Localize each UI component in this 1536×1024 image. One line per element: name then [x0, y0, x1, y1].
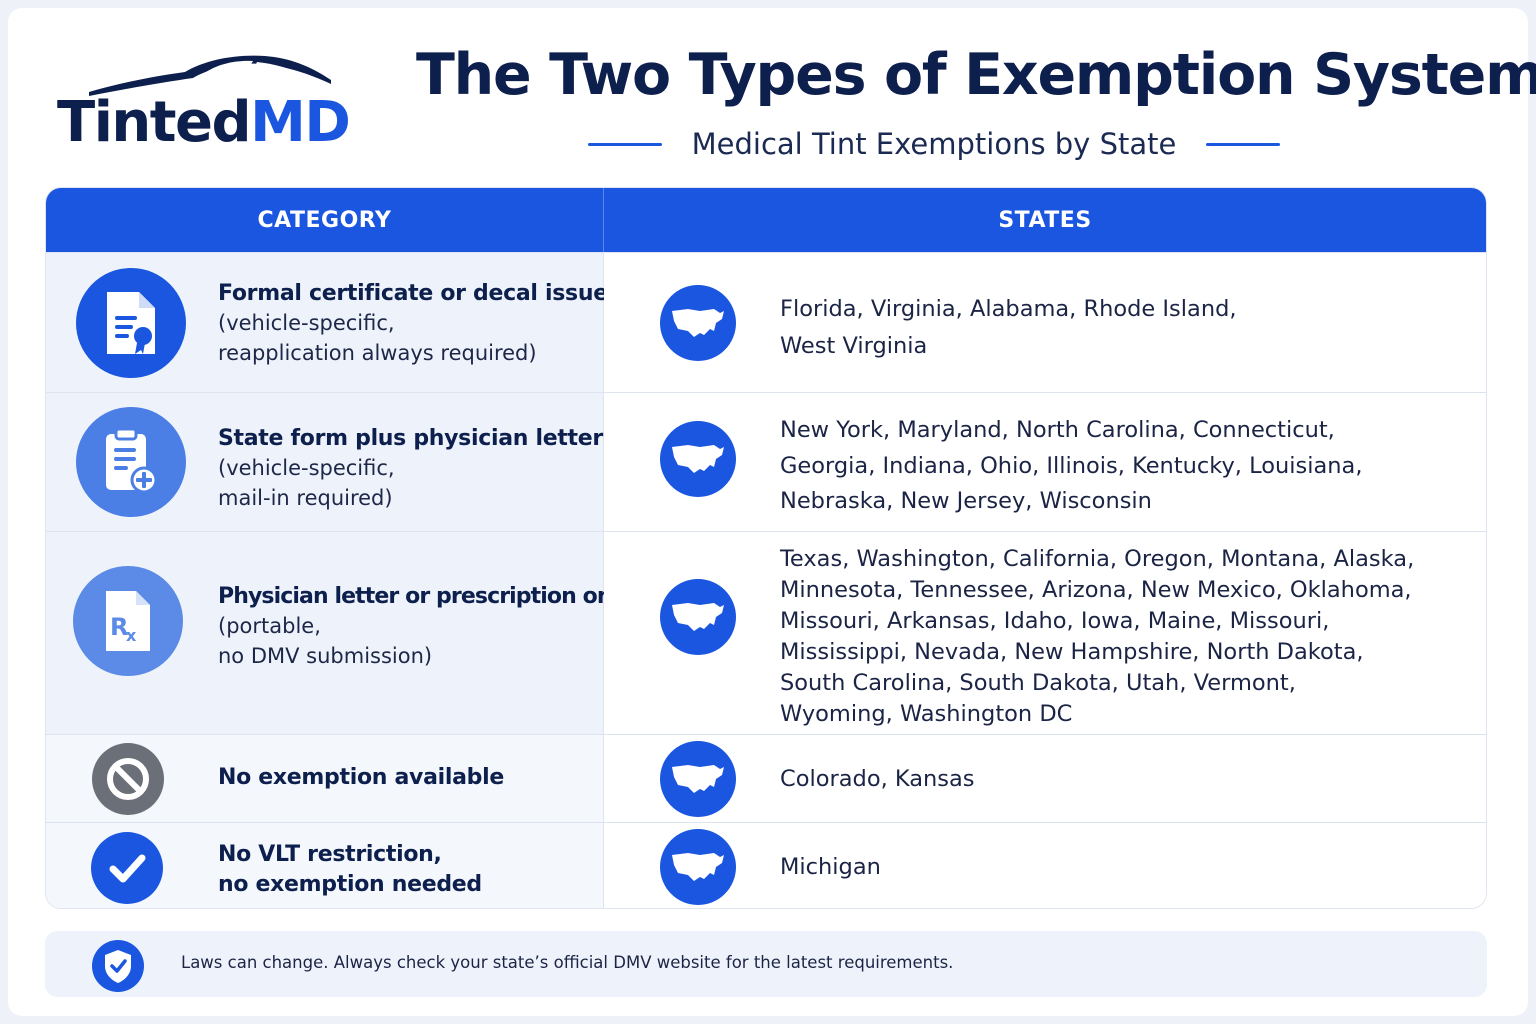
states-line: Missouri, Arkansas, Idaho, Iowa, Maine, … [780, 608, 1330, 634]
us-map-icon [660, 421, 736, 497]
states-list: Colorado, Kansas [780, 763, 1420, 795]
states-line: South Carolina, South Dakota, Utah, Verm… [780, 670, 1296, 696]
table-row: Formal certificate or decal issued (vehi… [46, 252, 1486, 392]
category-sub-line: (vehicle-specific, [218, 311, 395, 335]
category-title: Formal certificate or decal issued [218, 281, 624, 306]
states-line: Minnesota, Tennessee, Arizona, New Mexic… [780, 577, 1412, 603]
disclaimer-banner: Laws can change. Always check your state… [45, 931, 1487, 997]
states-line: Florida, Virginia, Alabama, Rhode Island… [780, 296, 1237, 322]
svg-text:R: R [110, 613, 128, 641]
category-cell: No exemption available [46, 735, 604, 822]
states-line: Texas, Washington, California, Oregon, M… [780, 546, 1415, 572]
page-title: The Two Types of Exemption Systems [416, 42, 1536, 108]
category-sub-line: (portable, [218, 614, 321, 638]
category-cell: R x Physician letter or prescription onl… [46, 532, 633, 734]
states-cell: Texas, Washington, California, Oregon, M… [604, 532, 1486, 734]
category-cell: Formal certificate or decal issued (vehi… [46, 253, 624, 392]
category-sub-line: no DMV submission) [218, 644, 433, 668]
category-title: No VLT restriction, [218, 842, 442, 867]
shield-check-icon [92, 940, 144, 992]
states-cell: Michigan [604, 823, 1486, 908]
category-text: No exemption available [218, 765, 598, 790]
logo-part-md: MD [250, 90, 351, 155]
category-text: State form plus physician letter (vehicl… [218, 426, 603, 513]
category-cell: No VLT restriction, no exemption needed [46, 823, 604, 908]
column-header-category: CATEGORY [46, 188, 604, 252]
category-cell: State form plus physician letter (vehicl… [46, 393, 604, 531]
subtitle-row: Medical Tint Exemptions by State [588, 122, 1280, 166]
column-header-states: STATES [998, 207, 1092, 233]
category-sub-line: (vehicle-specific, [218, 456, 395, 480]
category-title: no exemption needed [218, 872, 482, 897]
states-list: Michigan [780, 851, 1420, 883]
certificate-document-icon [76, 268, 186, 378]
states-cell: New York, Maryland, North Carolina, Conn… [604, 393, 1486, 531]
category-text: Physician letter or prescription only (p… [218, 584, 633, 671]
table-row: State form plus physician letter (vehicl… [46, 392, 1486, 531]
logo: TintedMD [55, 52, 355, 162]
table-header: CATEGORY STATES [46, 188, 1486, 252]
prescription-rx-icon: R x [73, 566, 183, 676]
states-line: Nebraska, New Jersey, Wisconsin [780, 488, 1152, 514]
states-line: Michigan [780, 854, 881, 880]
exemption-table: CATEGORY STATES Formal certificate or de… [45, 187, 1487, 909]
us-map-icon [660, 829, 736, 905]
table-row: No VLT restriction, no exemption needed … [46, 822, 1486, 908]
category-text: Formal certificate or decal issued (vehi… [218, 281, 624, 368]
clipboard-plus-icon [76, 407, 186, 517]
states-line: New York, Maryland, North Carolina, Conn… [780, 417, 1335, 443]
logo-wordmark: TintedMD [57, 90, 351, 155]
category-text: No VLT restriction, no exemption needed [218, 840, 598, 900]
disclaimer-text: Laws can change. Always check your state… [181, 953, 954, 972]
category-title: Physician letter or prescription only [218, 584, 633, 609]
category-sub-line: mail-in required) [218, 486, 393, 510]
states-list: New York, Maryland, North Carolina, Conn… [780, 413, 1420, 520]
states-list: Florida, Virginia, Alabama, Rhode Island… [780, 291, 1420, 365]
category-sub-line: reapplication always required) [218, 341, 537, 365]
states-line: West Virginia [780, 333, 928, 359]
subtitle-rule-right [1205, 142, 1280, 146]
car-icon [89, 55, 331, 96]
states-list: Texas, Washington, California, Oregon, M… [780, 544, 1420, 730]
checkmark-icon [91, 832, 163, 904]
subtitle-rule-left [588, 142, 662, 146]
states-line: Georgia, Indiana, Ohio, Illinois, Kentuc… [780, 452, 1363, 479]
table-row: No exemption available Colorado, Kansas [46, 734, 1486, 822]
states-line: Colorado, Kansas [780, 766, 975, 792]
states-line: Mississippi, Nevada, New Hampshire, Nort… [780, 639, 1364, 665]
category-title: State form plus physician letter [218, 426, 603, 451]
page-subtitle: Medical Tint Exemptions by State [691, 127, 1177, 161]
us-map-icon [660, 741, 736, 817]
states-line: Wyoming, Washington DC [780, 701, 1073, 727]
category-title: No exemption available [218, 765, 504, 790]
logo-part-tinted: Tinted [57, 90, 252, 155]
prohibited-icon [92, 743, 164, 815]
svg-text:x: x [126, 626, 137, 645]
states-cell: Florida, Virginia, Alabama, Rhode Island… [604, 253, 1486, 392]
states-cell: Colorado, Kansas [604, 735, 1486, 822]
us-map-icon [660, 285, 736, 361]
us-map-icon [660, 579, 736, 655]
table-row: R x Physician letter or prescription onl… [46, 531, 1486, 734]
